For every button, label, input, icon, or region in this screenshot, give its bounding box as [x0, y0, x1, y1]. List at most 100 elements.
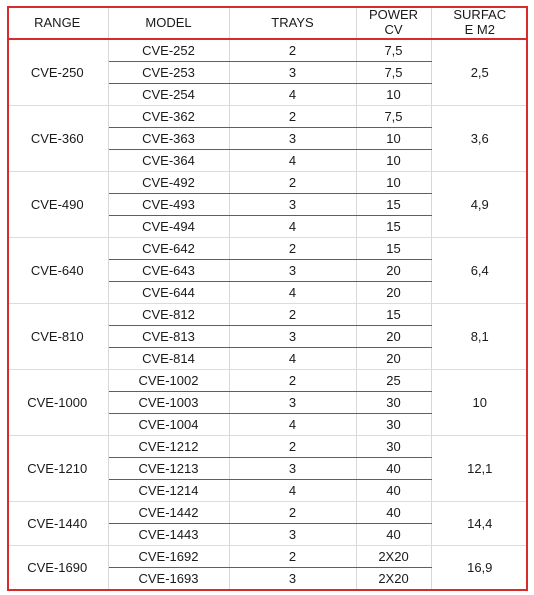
power-cell: 20 [356, 281, 432, 304]
model-cell: CVE-362 [108, 105, 230, 128]
trays-cell: 3 [229, 567, 357, 590]
range-cell: CVE-810 [7, 303, 109, 370]
model-cell: CVE-643 [108, 259, 230, 282]
table-row: CVE-1443 3 40 [7, 523, 528, 546]
table-row: CVE-254 4 10 [7, 83, 528, 106]
trays-cell: 3 [229, 61, 357, 84]
power-cell: 30 [356, 391, 432, 414]
table-row: CVE-360 CVE-362 2 7,5 3,6 [7, 105, 528, 172]
table-row: CVE-1213 3 40 [7, 457, 528, 480]
trays-cell: 4 [229, 281, 357, 304]
power-cell: 15 [356, 215, 432, 238]
range-cell: CVE-1440 [7, 501, 109, 546]
power-cell: 10 [356, 171, 432, 194]
surface-cell: 6,4 [431, 237, 528, 304]
surface-cell: 3,6 [431, 105, 528, 172]
power-cell: 20 [356, 325, 432, 348]
table-row: CVE-1003 3 30 [7, 391, 528, 414]
trays-cell: 2 [229, 303, 357, 326]
power-cell: 40 [356, 479, 432, 502]
surface-cell: 10 [431, 369, 528, 436]
power-cell: 15 [356, 193, 432, 216]
header-trays: TRAYS [229, 6, 357, 39]
range-cell: CVE-1210 [7, 435, 109, 502]
model-cell: CVE-364 [108, 149, 230, 172]
table-header-row: RANGE MODEL TRAYS POWER CV SURFAC E M2 [7, 6, 528, 39]
power-cell: 15 [356, 303, 432, 326]
model-cell: CVE-1692 [108, 545, 230, 568]
range-cell: CVE-360 [7, 105, 109, 172]
model-cell: CVE-642 [108, 237, 230, 260]
power-cell: 40 [356, 501, 432, 524]
trays-cell: 4 [229, 83, 357, 106]
power-cell: 25 [356, 369, 432, 392]
table-row: CVE-1004 4 30 [7, 413, 528, 436]
surface-cell: 4,9 [431, 171, 528, 238]
power-cell: 7,5 [356, 61, 432, 84]
table-row: CVE-250 CVE-252 2 7,5 2,5 [7, 39, 528, 106]
table-row: CVE-814 4 20 [7, 347, 528, 370]
trays-cell: 2 [229, 105, 357, 128]
model-cell: CVE-253 [108, 61, 230, 84]
model-cell: CVE-493 [108, 193, 230, 216]
trays-cell: 2 [229, 545, 357, 568]
power-cell: 40 [356, 457, 432, 480]
trays-cell: 2 [229, 39, 357, 62]
power-cell: 10 [356, 127, 432, 150]
power-cell: 40 [356, 523, 432, 546]
table-row: CVE-494 4 15 [7, 215, 528, 238]
table-row: CVE-1690 CVE-1692 2 2X20 16,9 [7, 545, 528, 590]
table-row: CVE-1210 CVE-1212 2 30 12,1 [7, 435, 528, 502]
power-cell: 30 [356, 435, 432, 458]
header-range: RANGE [7, 6, 109, 39]
surface-cell: 8,1 [431, 303, 528, 370]
trays-cell: 3 [229, 127, 357, 150]
power-cell: 30 [356, 413, 432, 436]
trays-cell: 4 [229, 413, 357, 436]
power-cell: 7,5 [356, 105, 432, 128]
table-row: CVE-810 CVE-812 2 15 8,1 [7, 303, 528, 370]
table-row: CVE-363 3 10 [7, 127, 528, 150]
table-row: CVE-253 3 7,5 [7, 61, 528, 84]
header-surface: SURFAC E M2 [453, 7, 507, 37]
trays-cell: 2 [229, 171, 357, 194]
model-cell: CVE-1443 [108, 523, 230, 546]
range-cell: CVE-1690 [7, 545, 109, 590]
table-row: CVE-640 CVE-642 2 15 6,4 [7, 237, 528, 304]
trays-cell: 3 [229, 325, 357, 348]
power-cell: 20 [356, 259, 432, 282]
trays-cell: 3 [229, 523, 357, 546]
model-cell: CVE-1212 [108, 435, 230, 458]
trays-cell: 3 [229, 259, 357, 282]
model-cell: CVE-492 [108, 171, 230, 194]
table-row: CVE-644 4 20 [7, 281, 528, 304]
power-cell: 2X20 [356, 567, 432, 590]
range-cell: CVE-490 [7, 171, 109, 238]
trays-cell: 2 [229, 237, 357, 260]
model-cell: CVE-1002 [108, 369, 230, 392]
header-model: MODEL [108, 6, 230, 39]
trays-cell: 3 [229, 457, 357, 480]
model-cell: CVE-254 [108, 83, 230, 106]
surface-cell: 2,5 [431, 39, 528, 106]
table-row: CVE-493 3 15 [7, 193, 528, 216]
model-cell: CVE-1003 [108, 391, 230, 414]
model-cell: CVE-1213 [108, 457, 230, 480]
table-row: CVE-1214 4 40 [7, 479, 528, 502]
model-cell: CVE-1442 [108, 501, 230, 524]
model-cell: CVE-1214 [108, 479, 230, 502]
trays-cell: 4 [229, 347, 357, 370]
table-row: CVE-490 CVE-492 2 10 4,9 [7, 171, 528, 238]
table-row: CVE-1693 3 2X20 [7, 567, 528, 590]
table-body: CVE-250 CVE-252 2 7,5 2,5 CVE-253 3 7,5 CVE-254 4… [7, 39, 528, 590]
power-cell: 15 [356, 237, 432, 260]
table-row: CVE-813 3 20 [7, 325, 528, 348]
trays-cell: 2 [229, 369, 357, 392]
range-cell: CVE-250 [7, 39, 109, 106]
model-spec-table: RANGE MODEL TRAYS POWER CV SURFAC E M2 CVE… [7, 6, 528, 590]
model-cell: CVE-494 [108, 215, 230, 238]
surface-cell: 14,4 [431, 501, 528, 546]
surface-cell: 12,1 [431, 435, 528, 502]
model-cell: CVE-813 [108, 325, 230, 348]
